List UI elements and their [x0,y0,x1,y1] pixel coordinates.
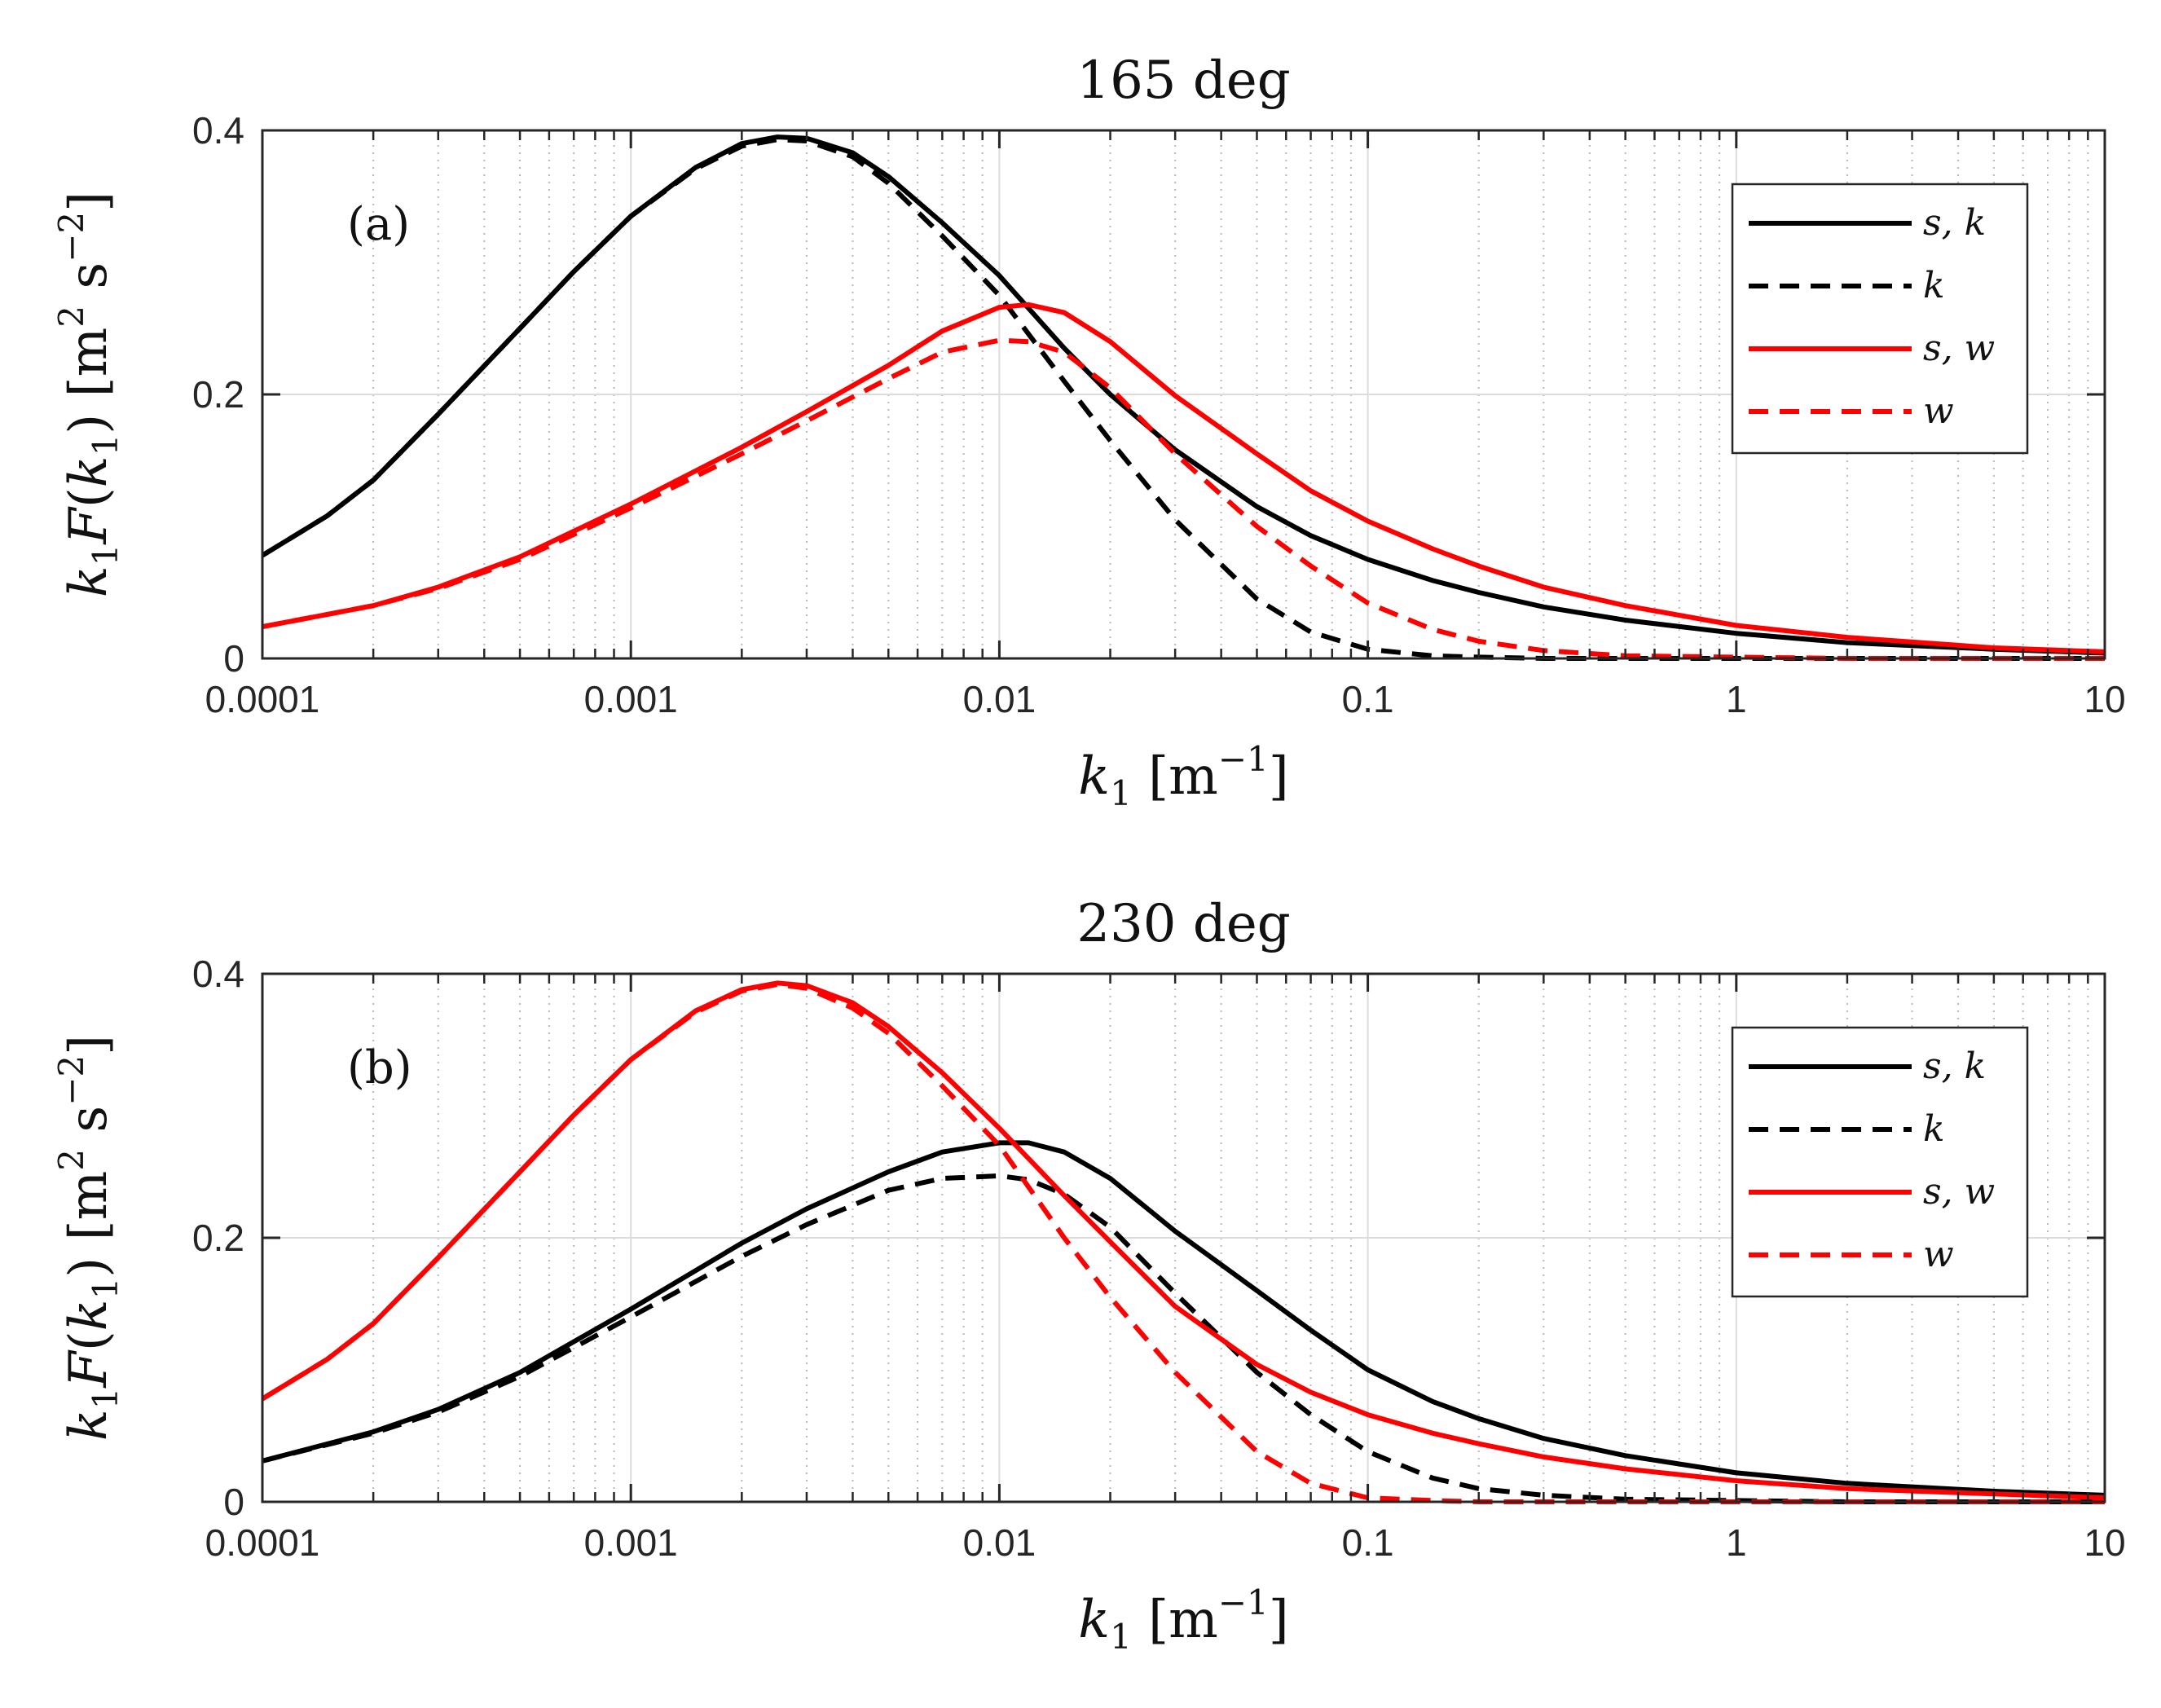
y-axis-label-sub2: 1 [86,1278,125,1300]
legend-label: w [1923,390,1954,432]
y-axis-label-exp1: 2 [51,1149,91,1171]
x-axis-label-close: ] [1269,1590,1289,1650]
y-axis-label-paren: ( [59,487,119,508]
y-axis-label: k1F(k1) [m2 s−2] [51,191,125,597]
x-axis-label-exp: −1 [1218,739,1269,779]
x-tick-label: 10 [2084,1521,2125,1564]
x-tick-label: 0.01 [963,678,1036,720]
y-axis-label-unit2: s [59,262,119,306]
y-axis-label-sub: 1 [86,1388,125,1410]
legend-box [1731,1026,2029,1298]
x-tick-label: 0.0001 [205,1521,320,1564]
chart-title: 230 deg [1076,894,1290,954]
x-tick-label: 0.0001 [205,678,320,720]
chart-title: 165 deg [1076,51,1290,111]
legend: s, k k s, w w [1731,1026,2029,1298]
x-axis-label: k1 [m−1] [1078,739,1288,813]
x-axis-label-unit: [m [1132,1590,1218,1650]
x-tick-label: 0.01 [963,1521,1036,1564]
legend-label: k [1923,1108,1945,1150]
x-axis-label-var: k [1078,1590,1110,1650]
legend: s, k k s, w w [1731,183,2029,455]
x-tick-label: 0.1 [1342,1521,1394,1564]
x-axis-label-sub: 1 [1110,1617,1132,1657]
y-axis-label-arg: k [59,456,119,487]
x-tick-label: 0.1 [1342,678,1394,720]
y-axis-label-sub2: 1 [86,434,125,456]
legend-label: s, w [1923,1171,1995,1213]
y-axis-label-sub: 1 [86,544,125,566]
y-axis-label-unit: ) [m [59,328,119,434]
legend-label: k [1923,265,1945,306]
legend-label: s, k [1923,1045,1986,1087]
panel-label: (b) [347,1041,412,1094]
x-axis-label-unit: [m [1132,746,1218,807]
ticks: 0.0001 0.001 0.01 0.1 1 10 0 0.2 0.4 [192,109,2126,720]
series-line-sw-solid [261,980,2106,1501]
y-tick-label: 0.2 [192,1217,244,1259]
x-axis-label-var: k [1078,746,1110,807]
y-axis-label-unit2: s [59,1106,119,1149]
grid [262,130,2106,659]
y-axis-label-end: ] [59,191,119,212]
legend-label: s, w [1923,328,1995,369]
panel-label: (a) [347,198,410,251]
legend-box [1731,183,2029,455]
y-axis-label-end: ] [59,1035,119,1055]
x-tick-label: 1 [1726,678,1747,720]
x-tick-label: 0.001 [584,1521,678,1564]
y-axis-label-exp2: −2 [51,1055,91,1106]
x-axis-label: k1 [m−1] [1078,1583,1288,1657]
y-tick-label: 0.4 [192,953,244,995]
x-tick-label: 0.001 [584,678,678,720]
series-line-sw-solid [262,302,2106,654]
x-axis-label-sub: 1 [1110,773,1132,813]
y-axis-label: k1F(k1) [m2 s−2] [51,1035,125,1441]
y-tick-label: 0 [223,637,244,680]
legend-label: s, k [1923,202,1986,244]
series-line-sk-solid [261,134,2106,656]
y-tick-label: 0.4 [192,109,244,152]
x-tick-label: 10 [2084,678,2125,720]
y-axis-label-arg: k [59,1299,119,1331]
y-axis-label-exp1: 2 [51,306,91,328]
y-tick-label: 0 [223,1481,244,1523]
x-axis-label-exp: −1 [1218,1583,1269,1622]
y-axis-label-func: F [59,506,119,545]
legend-label: w [1923,1234,1954,1275]
ticks: 0.0001 0.001 0.01 0.1 1 10 0 0.2 0.4 [192,953,2126,1564]
y-axis-label-exp2: −2 [51,212,91,262]
y-tick-label: 0.2 [192,373,244,416]
y-axis-label-var: k [59,566,119,597]
series-line-sk-solid [262,1140,2106,1498]
y-axis-label-paren: ( [59,1331,119,1351]
y-axis-label-unit: ) [m [59,1171,119,1278]
x-tick-label: 1 [1726,1521,1747,1564]
y-axis-label-var: k [59,1409,119,1441]
y-axis-label-func: F [59,1349,119,1389]
x-axis-label-close: ] [1269,746,1289,807]
